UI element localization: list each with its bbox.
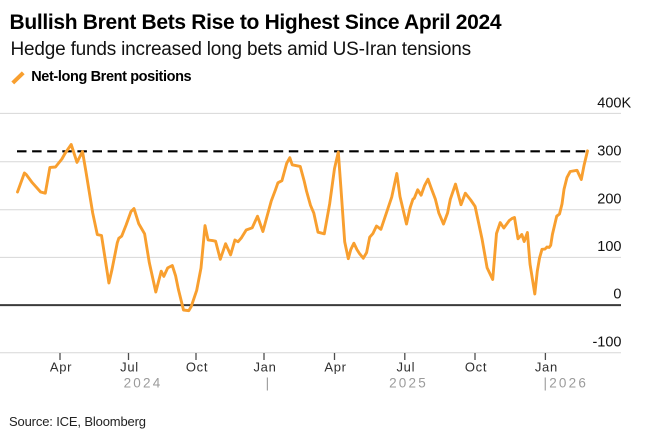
svg-text:|: | <box>266 376 272 391</box>
svg-text:Oct: Oct <box>186 360 208 375</box>
svg-text:Apr: Apr <box>324 360 346 375</box>
svg-text:0: 0 <box>613 287 621 303</box>
svg-text:2025: 2025 <box>389 376 428 391</box>
svg-text:2024: 2024 <box>124 376 163 391</box>
svg-text:|2026: |2026 <box>544 376 589 391</box>
svg-text:Oct: Oct <box>465 360 487 375</box>
svg-text:Apr: Apr <box>50 360 72 375</box>
svg-text:Jan: Jan <box>253 360 276 375</box>
svg-text:Jan: Jan <box>535 360 558 375</box>
svg-text:Jul: Jul <box>120 360 139 375</box>
svg-text:K: K <box>622 96 632 112</box>
svg-text:400: 400 <box>597 96 621 112</box>
svg-text:Jul: Jul <box>396 360 415 375</box>
svg-text:200: 200 <box>597 191 621 207</box>
svg-text:100: 100 <box>597 239 621 255</box>
svg-text:300: 300 <box>597 144 621 160</box>
svg-text:-100: -100 <box>592 334 621 350</box>
